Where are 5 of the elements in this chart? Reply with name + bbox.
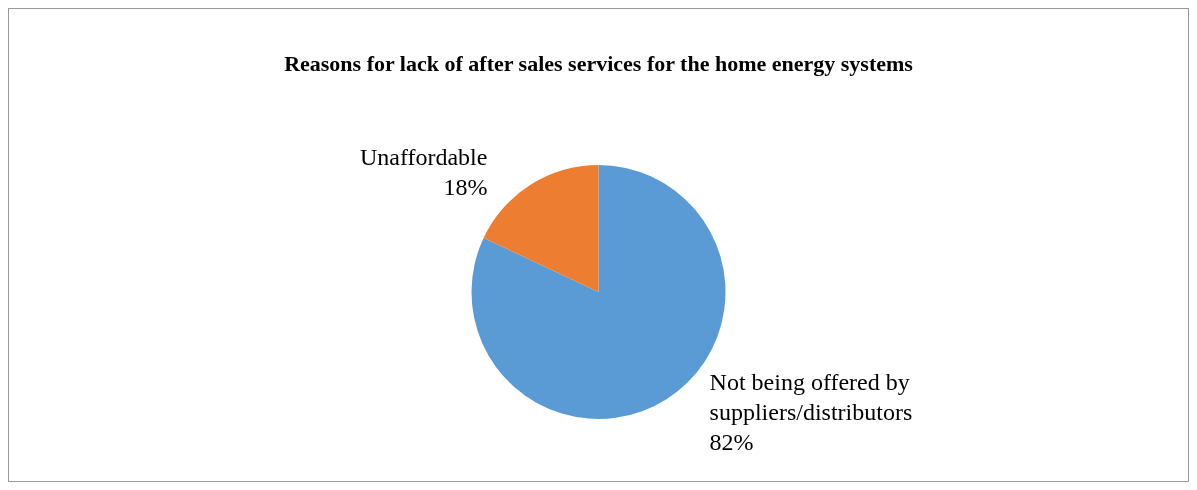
chart-title: Reasons for lack of after sales services for the home energy systems xyxy=(284,50,914,76)
data-label: 82% xyxy=(709,428,754,455)
data-label: 18% xyxy=(443,174,488,201)
slice-label: Unaffordable xyxy=(359,144,488,171)
slice-label: Not being offered by suppliers/distributors xyxy=(709,368,916,425)
